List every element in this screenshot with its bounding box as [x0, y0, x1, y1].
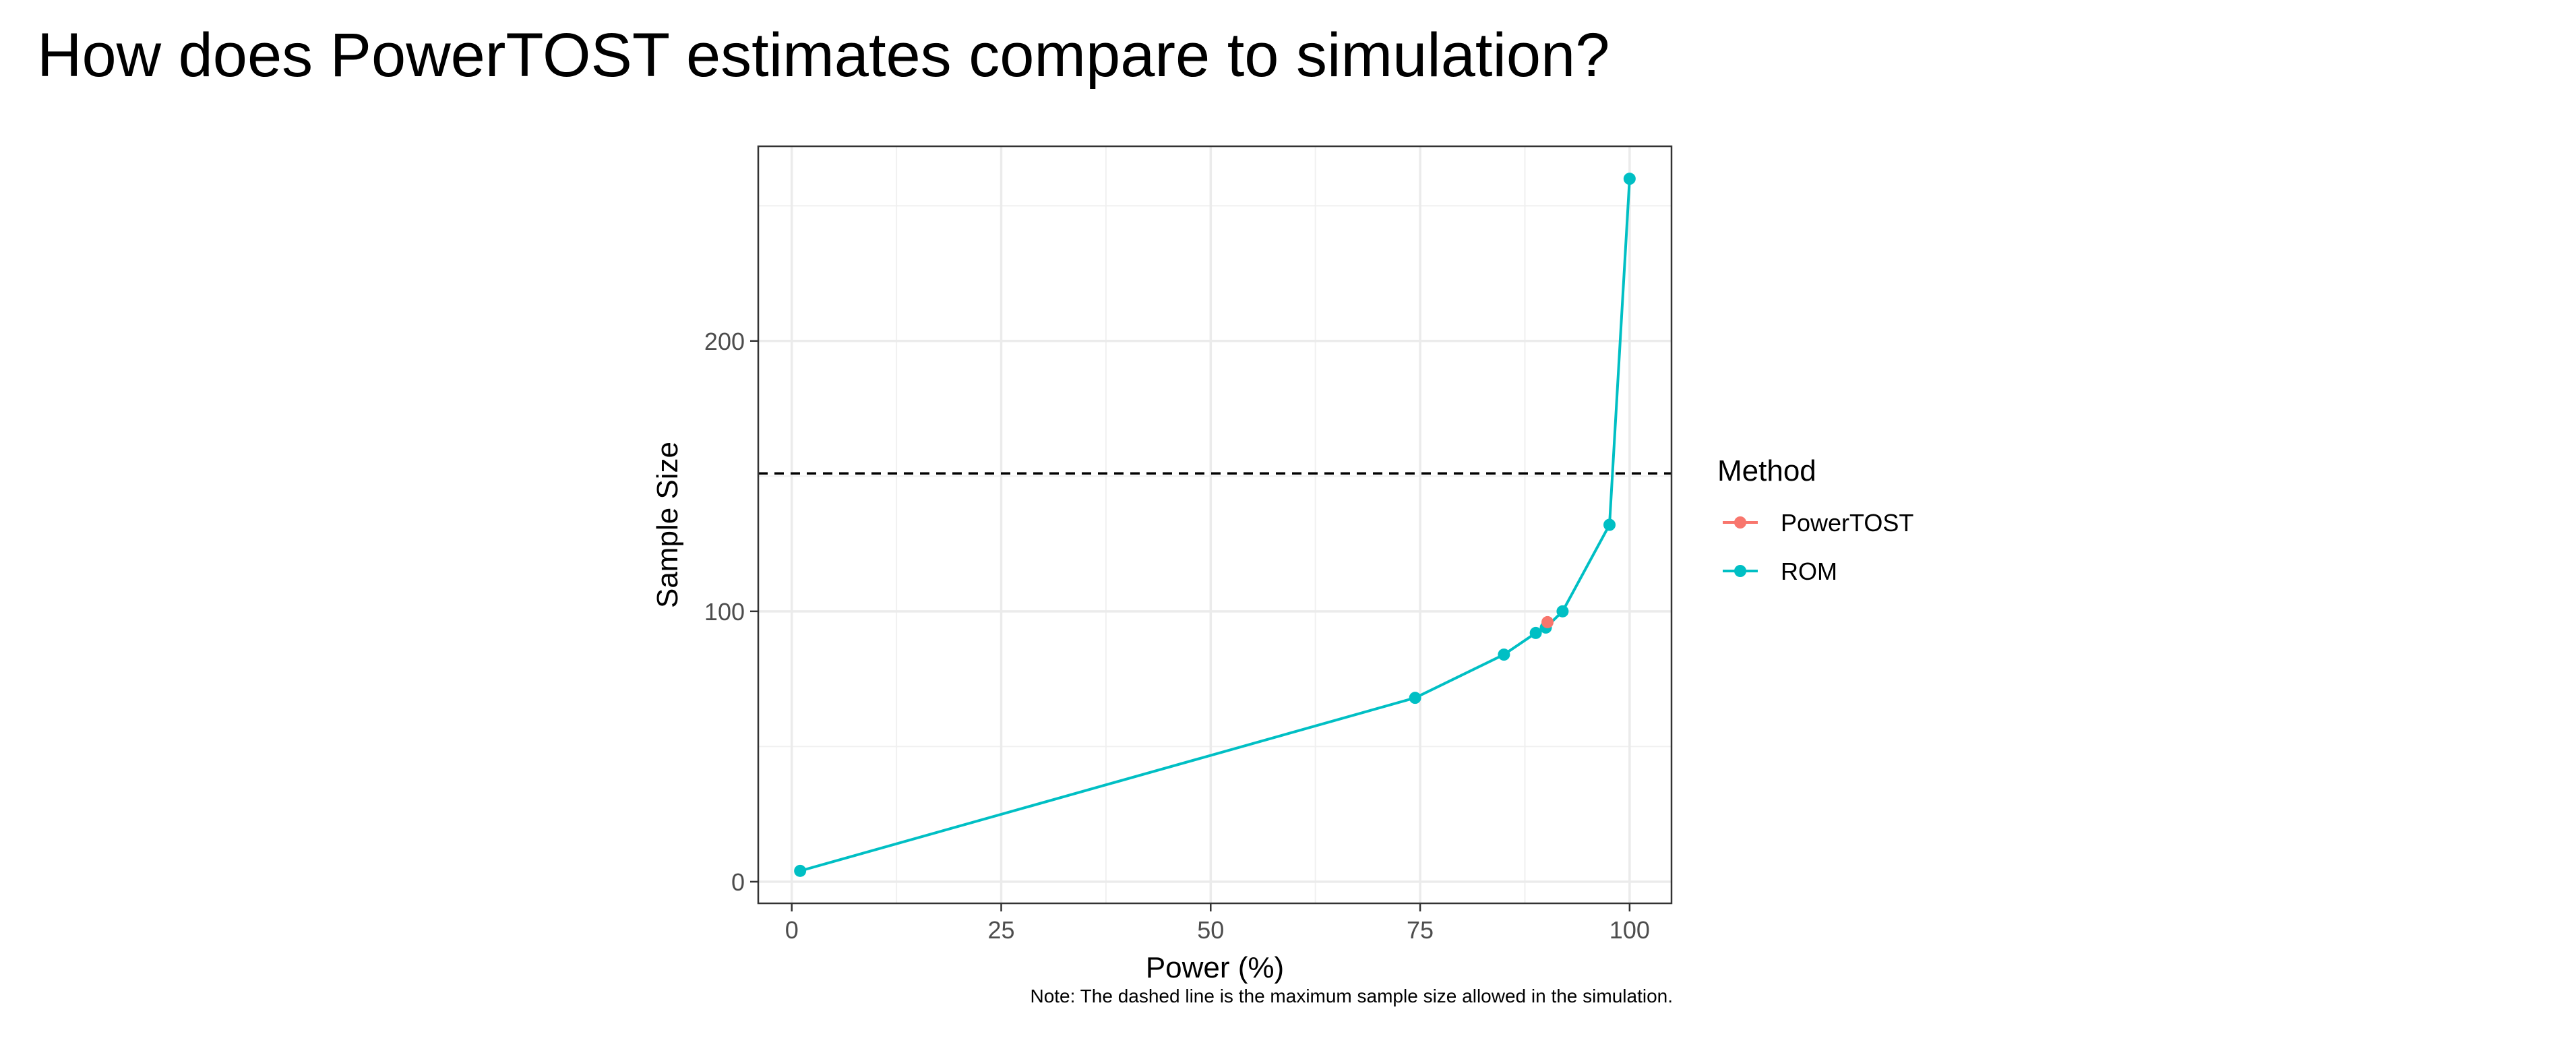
legend-key-point-powertost [1734, 516, 1746, 529]
data-point-rom [1409, 692, 1421, 704]
x-tick-label: 50 [1197, 916, 1224, 944]
x-axis-title: Power (%) [1146, 951, 1284, 984]
legend: Method PowerTOST ROM [1717, 454, 1913, 585]
x-tick-label: 0 [785, 916, 799, 944]
data-point-rom [794, 864, 807, 877]
data-point-rom [1529, 626, 1542, 639]
legend-label-powertost: PowerTOST [1781, 509, 1913, 537]
major-gridlines [758, 146, 1672, 903]
minor-gridlines [758, 146, 1672, 903]
legend-label-rom: ROM [1781, 558, 1837, 585]
legend-title: Method [1717, 454, 1816, 487]
chart-note: Note: The dashed line is the maximum sam… [1030, 986, 1673, 1006]
y-axis-title: Sample Size [651, 442, 684, 608]
x-tick-label: 100 [1609, 916, 1650, 944]
y-axis-tick-labels: 0 100 200 [704, 328, 745, 896]
legend-items: PowerTOST ROM [1723, 509, 1913, 585]
x-tick-label: 25 [987, 916, 1014, 944]
y-tick-label: 200 [704, 328, 745, 355]
data-point-rom [1498, 649, 1510, 661]
data-point-rom [1603, 518, 1616, 531]
plot-panel-border [757, 145, 1673, 905]
data-point-powertost [1541, 615, 1554, 628]
x-tick-label: 75 [1407, 916, 1434, 944]
series-layer [794, 173, 1636, 877]
y-tick-label: 100 [704, 598, 745, 626]
x-axis-tick-labels: 0 25 50 75 100 [785, 916, 1650, 944]
y-tick-label: 0 [731, 868, 745, 896]
data-point-rom [1556, 605, 1569, 618]
data-point-rom [1623, 173, 1636, 185]
slide-title: How does PowerTOST estimates compare to … [37, 21, 1610, 90]
series-line-rom [799, 179, 1631, 872]
legend-key-point-rom [1734, 565, 1746, 577]
axis-ticks [750, 340, 1631, 911]
